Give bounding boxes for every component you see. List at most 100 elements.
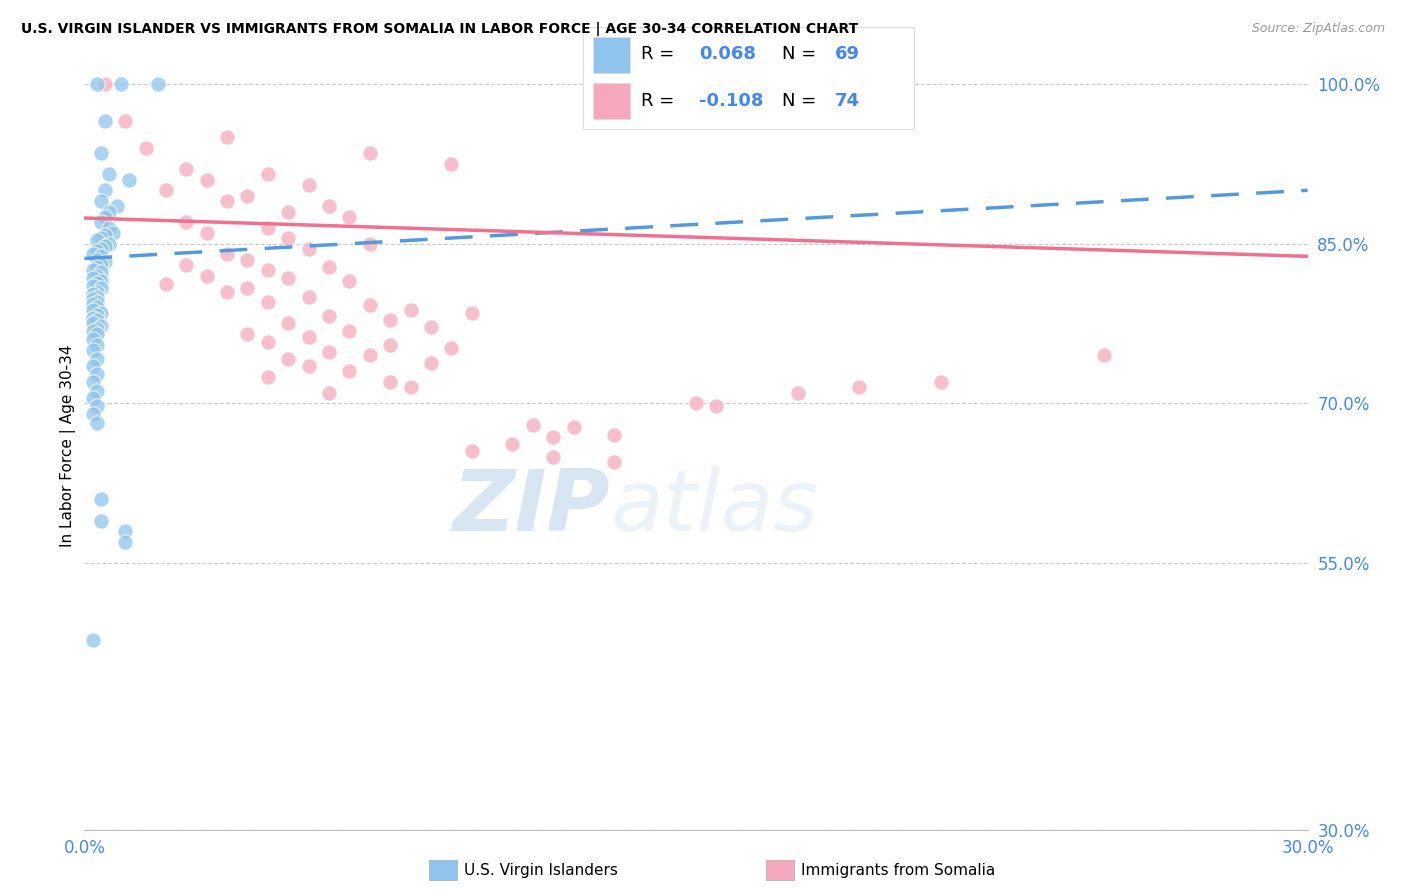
Point [90, 514, 112, 528]
Text: ZIP: ZIP [453, 466, 610, 549]
Text: 69: 69 [835, 45, 859, 63]
Point [82, 263, 104, 277]
Point [380, 375, 402, 389]
Point [93, 183, 115, 197]
Point [787, 385, 810, 400]
Point [93, 238, 115, 252]
Point [339, 274, 361, 288]
Point [685, 396, 707, 410]
Point [82, 270, 104, 285]
Point [543, 430, 565, 444]
Point [298, 359, 321, 373]
Point [236, 188, 259, 202]
Point [644, 77, 666, 91]
Point [86, 308, 108, 322]
Point [257, 295, 280, 310]
Point [82, 247, 104, 261]
Point [359, 146, 381, 161]
Point [217, 285, 239, 299]
Point [359, 348, 381, 362]
Point [86, 244, 108, 258]
Point [277, 204, 299, 219]
Point [86, 301, 108, 315]
Point [257, 369, 280, 384]
Point [82, 632, 104, 647]
Point [86, 327, 108, 342]
Point [236, 252, 259, 267]
Point [298, 242, 321, 256]
Y-axis label: In Labor Force | Age 30-34: In Labor Force | Age 30-34 [60, 344, 76, 548]
Text: Source: ZipAtlas.com: Source: ZipAtlas.com [1251, 22, 1385, 36]
Point [82, 407, 104, 421]
Point [399, 302, 422, 317]
Point [86, 313, 108, 327]
Point [86, 416, 108, 430]
Point [86, 268, 108, 283]
Point [318, 199, 340, 213]
Point [90, 242, 112, 256]
Point [82, 292, 104, 306]
Point [114, 114, 136, 128]
Point [82, 311, 104, 326]
Point [82, 343, 104, 357]
Point [236, 281, 259, 295]
Point [339, 324, 361, 338]
Point [257, 334, 280, 349]
Point [440, 156, 463, 170]
Point [420, 319, 443, 334]
Point [93, 114, 115, 128]
Point [114, 535, 136, 549]
Point [86, 384, 108, 398]
Point [339, 364, 361, 378]
Point [146, 77, 169, 91]
Text: 0.068: 0.068 [699, 45, 756, 63]
Point [82, 391, 104, 405]
Bar [593, 37, 630, 73]
Point [217, 130, 239, 145]
Point [1092, 348, 1115, 362]
Point [90, 146, 112, 161]
Point [97, 220, 120, 235]
Point [380, 338, 402, 352]
Point [86, 295, 108, 310]
Point [380, 313, 402, 327]
Point [174, 215, 197, 229]
Point [298, 178, 321, 192]
Point [236, 327, 259, 342]
Point [217, 247, 239, 261]
Point [277, 317, 299, 331]
Point [82, 324, 104, 338]
Point [82, 359, 104, 373]
Point [93, 210, 115, 224]
Point [399, 380, 422, 394]
Point [86, 338, 108, 352]
Point [174, 258, 197, 272]
Point [217, 194, 239, 208]
Text: U.S. VIRGIN ISLANDER VS IMMIGRANTS FROM SOMALIA IN LABOR FORCE | AGE 30-34 CORRE: U.S. VIRGIN ISLANDER VS IMMIGRANTS FROM … [21, 22, 858, 37]
Point [110, 77, 132, 91]
Bar [593, 83, 630, 119]
Text: Immigrants from Somalia: Immigrants from Somalia [801, 863, 995, 878]
Point [90, 258, 112, 272]
Point [318, 385, 340, 400]
Point [90, 215, 112, 229]
Point [90, 231, 112, 245]
Point [155, 277, 177, 291]
Text: N =: N = [782, 45, 821, 63]
Point [86, 233, 108, 247]
Point [848, 380, 870, 394]
Point [82, 279, 104, 293]
Point [86, 252, 108, 267]
Point [105, 199, 128, 213]
Point [277, 351, 299, 366]
Point [706, 399, 728, 413]
Point [93, 77, 115, 91]
Point [298, 330, 321, 344]
Point [195, 226, 218, 240]
Point [461, 306, 484, 320]
Point [82, 333, 104, 347]
Point [82, 317, 104, 331]
Point [90, 306, 112, 320]
Point [603, 455, 626, 469]
Point [86, 367, 108, 381]
